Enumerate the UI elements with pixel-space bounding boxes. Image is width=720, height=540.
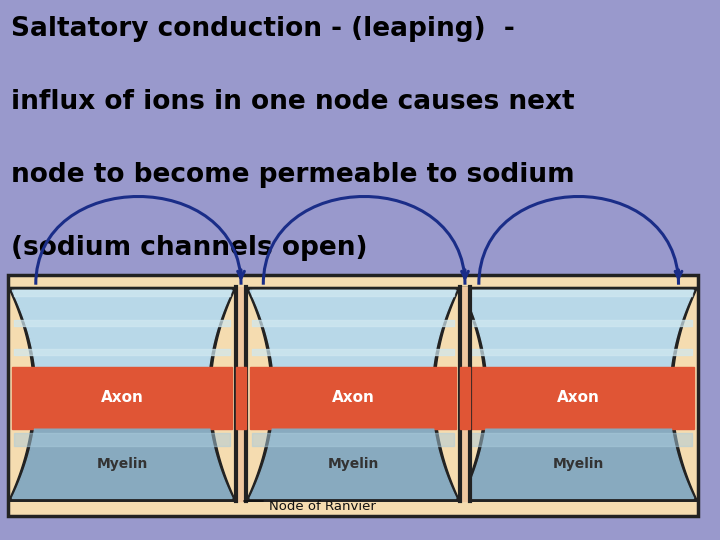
Text: Axon: Axon (332, 390, 374, 406)
Text: Myelin: Myelin (96, 457, 148, 471)
Polygon shape (460, 287, 698, 501)
Polygon shape (464, 367, 694, 429)
Polygon shape (236, 367, 246, 429)
Polygon shape (9, 287, 236, 501)
Polygon shape (250, 291, 456, 367)
Polygon shape (464, 291, 694, 367)
Polygon shape (460, 367, 470, 429)
Polygon shape (12, 429, 232, 498)
Polygon shape (464, 429, 694, 498)
Text: Myelin: Myelin (553, 457, 604, 471)
Polygon shape (250, 429, 456, 498)
Polygon shape (460, 287, 470, 501)
Text: Axon: Axon (557, 390, 600, 406)
Text: Myelin: Myelin (328, 457, 379, 471)
Polygon shape (12, 291, 232, 367)
Polygon shape (250, 367, 456, 429)
Text: (sodium channels open): (sodium channels open) (11, 235, 367, 261)
Text: Saltatory conduction - (leaping)  -: Saltatory conduction - (leaping) - (11, 16, 514, 42)
Text: node to become permeable to sodium: node to become permeable to sodium (11, 162, 575, 188)
Text: influx of ions in one node causes next: influx of ions in one node causes next (11, 89, 575, 115)
Text: Axon: Axon (101, 390, 143, 406)
Polygon shape (246, 287, 460, 501)
Polygon shape (12, 367, 232, 429)
Text: Node of Ranvier: Node of Ranvier (244, 500, 375, 512)
Polygon shape (236, 287, 246, 501)
Bar (9, 275, 698, 516)
